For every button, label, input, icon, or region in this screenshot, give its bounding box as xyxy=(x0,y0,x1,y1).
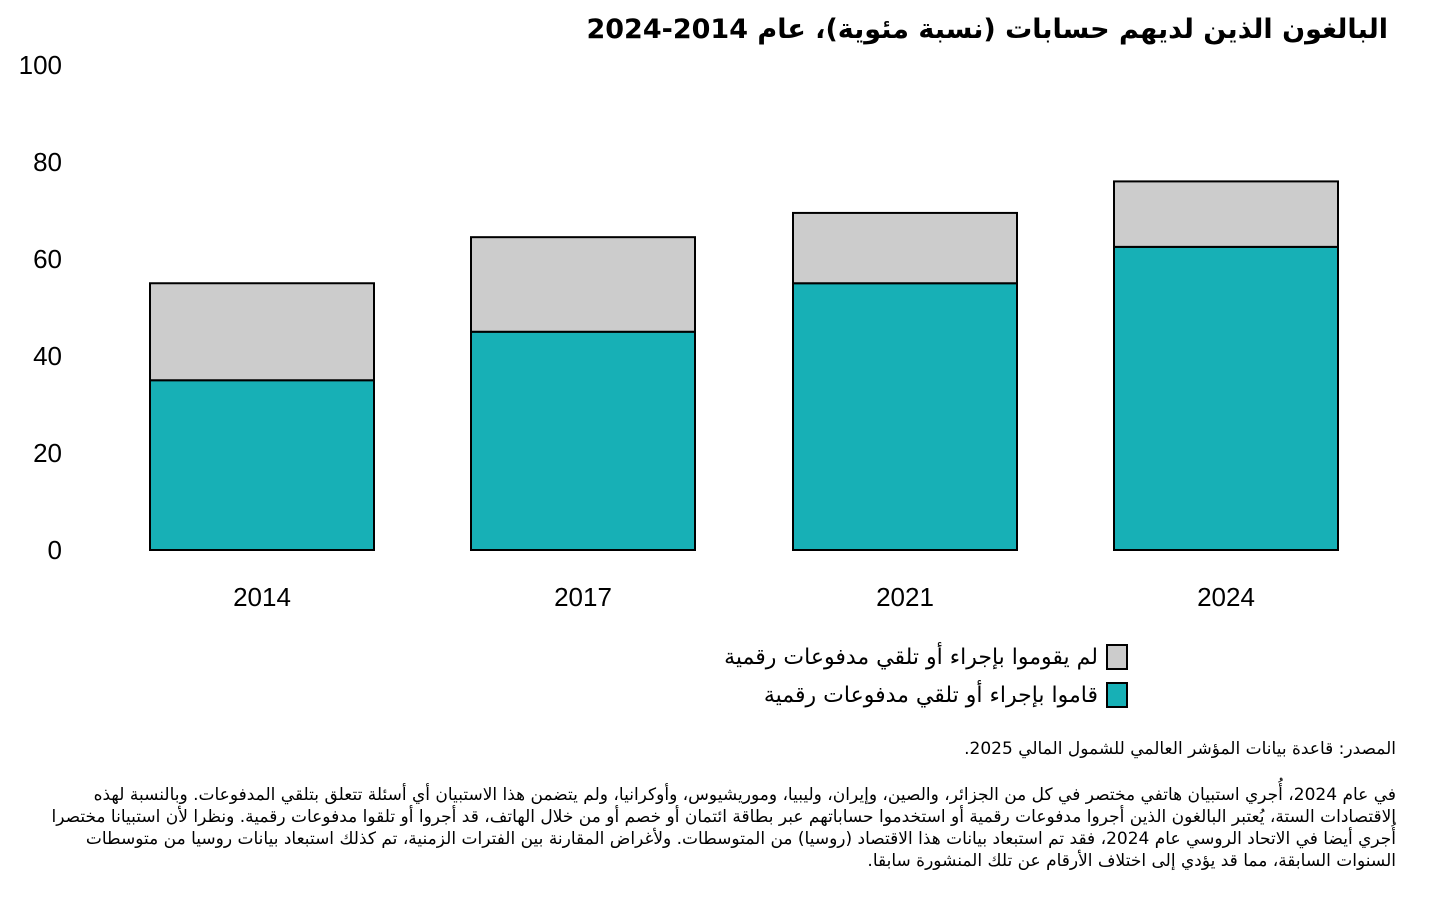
x-tick-label: 2017 xyxy=(554,582,612,612)
legend-item-no-digital: لم يقوموا بإجراء أو تلقي مدفوعات رقمية xyxy=(724,642,1128,672)
source-text: المصدر: قاعدة بيانات المؤشر العالمي للشم… xyxy=(964,739,1396,759)
bar-2021-digital xyxy=(792,282,1018,551)
y-tick-label: 20 xyxy=(33,438,62,468)
y-tick-label: 0 xyxy=(48,535,62,565)
notes: المصدر: قاعدة بيانات المؤشر العالمي للشم… xyxy=(26,738,1396,872)
legend: لم يقوموا بإجراء أو تلقي مدفوعات رقمية ق… xyxy=(724,642,1128,718)
legend-swatch-teal xyxy=(1106,682,1128,708)
y-tick-label: 60 xyxy=(33,244,62,274)
bar-2014-digital xyxy=(149,379,375,551)
legend-swatch-gray xyxy=(1106,644,1128,670)
y-tick-label: 80 xyxy=(33,147,62,177)
bar-2024-no-digital xyxy=(1113,180,1339,248)
bar-2017-no-digital xyxy=(470,236,696,333)
bar-2021-no-digital xyxy=(792,211,1018,285)
x-axis: 2014 2017 2021 2024 xyxy=(233,582,1255,612)
x-tick-label: 2021 xyxy=(876,582,934,612)
footnote-text: في عام 2024، أُجري استبيان هاتفي مختصر ف… xyxy=(51,785,1396,871)
legend-label: لم يقوموا بإجراء أو تلقي مدفوعات رقمية xyxy=(724,644,1098,670)
bar-2024-digital xyxy=(1113,245,1339,551)
chart-title: البالغون الذين لديهم حسابات (نسبة مئوية)… xyxy=(586,14,1388,45)
y-axis: 0 20 40 60 80 100 xyxy=(19,50,62,565)
x-tick-label: 2024 xyxy=(1197,582,1255,612)
bar-2014-no-digital xyxy=(149,282,375,382)
bar-2017-digital xyxy=(470,330,696,551)
legend-label: قاموا بإجراء أو تلقي مدفوعات رقمية xyxy=(763,682,1098,708)
legend-item-digital: قاموا بإجراء أو تلقي مدفوعات رقمية xyxy=(724,680,1128,710)
y-tick-label: 100 xyxy=(19,50,62,80)
x-tick-label: 2014 xyxy=(233,582,291,612)
y-tick-label: 40 xyxy=(33,341,62,371)
bars xyxy=(149,180,1339,551)
bar-chart: 0 20 40 60 80 100 2014 2017 2021 2024 xyxy=(19,50,1339,612)
